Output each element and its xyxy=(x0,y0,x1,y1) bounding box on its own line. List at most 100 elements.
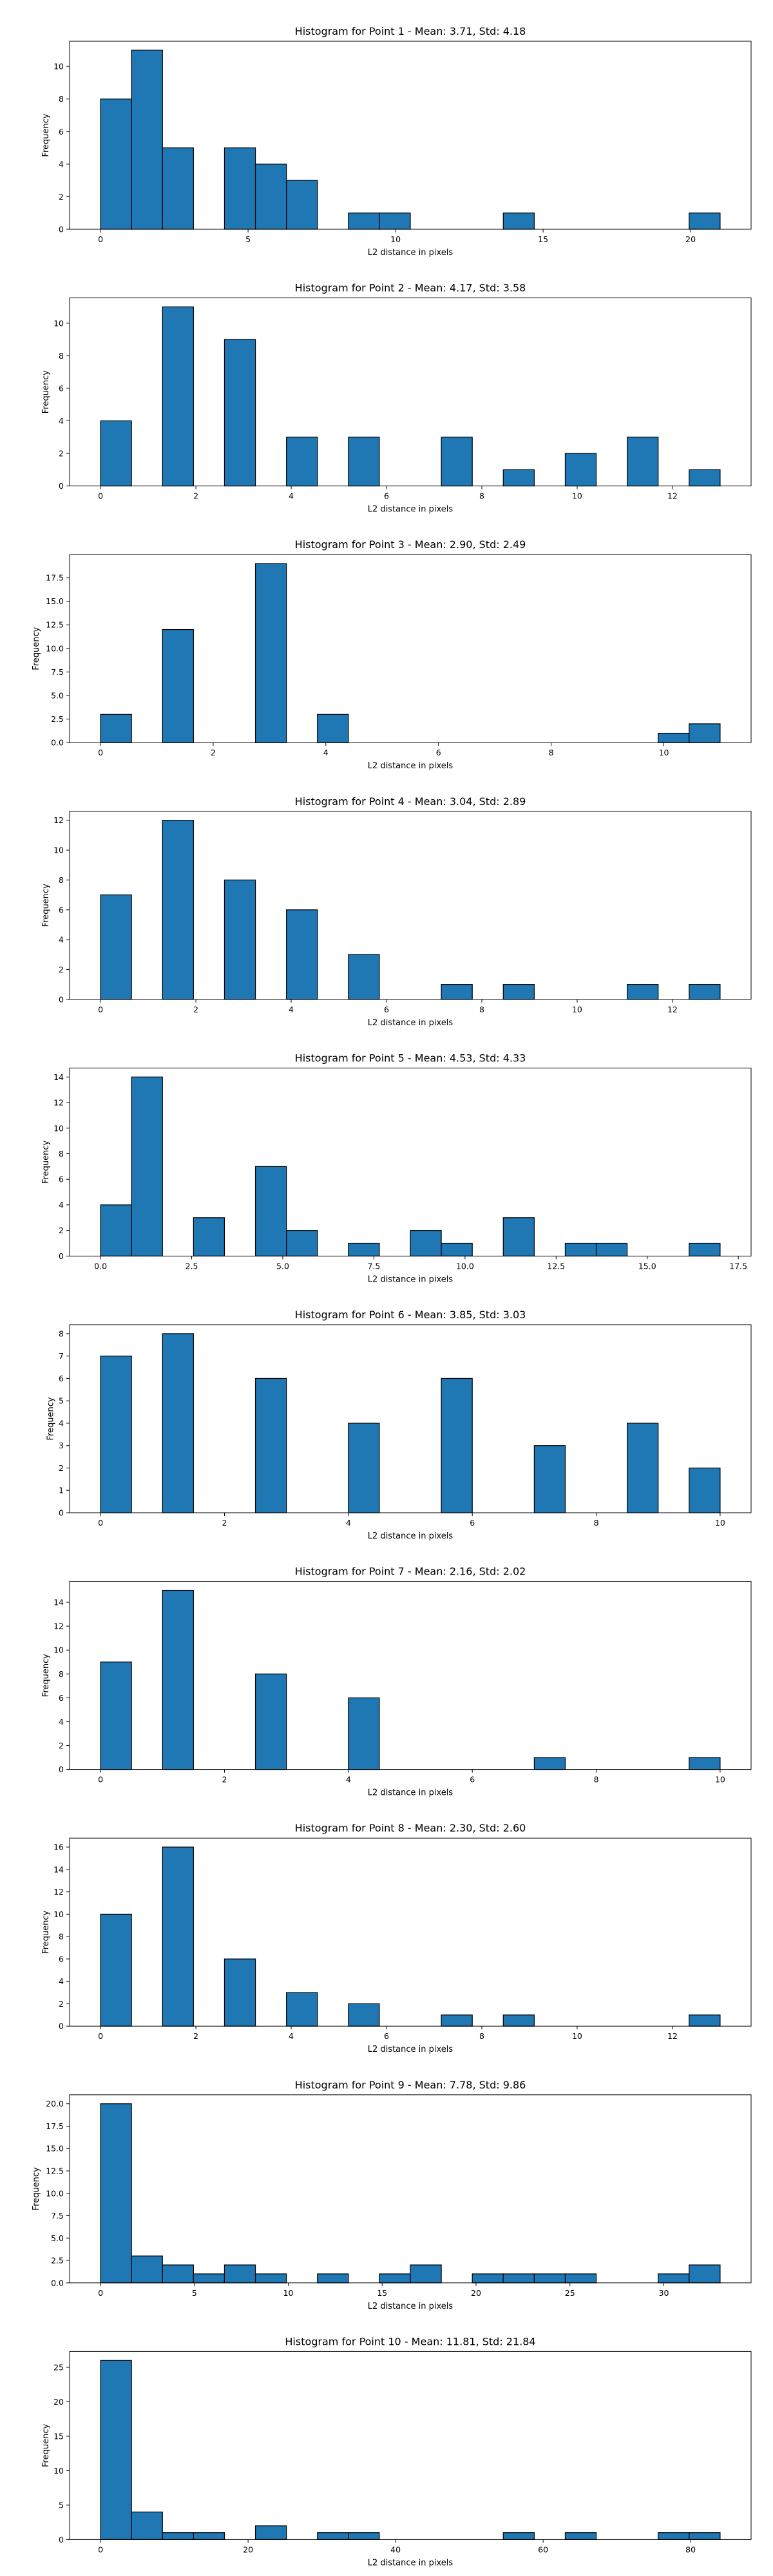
y-tick-label: 12.5 xyxy=(46,2166,64,2175)
histogram-bar xyxy=(689,2532,721,2541)
histogram-bar xyxy=(533,1445,566,1513)
x-axis-label: L2 distance in pixels xyxy=(368,1531,453,1541)
axes-frame xyxy=(69,1324,752,1513)
bars xyxy=(100,1076,721,1257)
y-tick-label: 1 xyxy=(59,1486,64,1495)
histogram-bar xyxy=(348,1423,380,1513)
histogram-bar xyxy=(533,1757,566,1770)
y-tick-label: 2 xyxy=(59,1226,64,1235)
histogram-bar xyxy=(564,453,597,487)
histogram-bar xyxy=(502,213,535,230)
x-tick-label: 0 xyxy=(98,2288,103,2298)
y-tick-label: 8 xyxy=(59,94,64,104)
chart-title: Histogram for Point 6 - Mean: 3.85, Std:… xyxy=(295,1309,526,1321)
y-tick-label: 0 xyxy=(59,2535,64,2544)
histogram-bar xyxy=(658,2532,690,2541)
x-tick-label: 2 xyxy=(193,2031,198,2041)
x-tick-label: 4 xyxy=(289,2031,294,2041)
histogram-bar xyxy=(193,1217,225,1256)
y-tick-label: 10.0 xyxy=(46,2188,64,2198)
histogram-bar xyxy=(689,723,721,743)
y-tick-label: 6 xyxy=(59,127,64,137)
y-tick-label: 10 xyxy=(53,1645,64,1655)
chart-title: Histogram for Point 10 - Mean: 11.81, St… xyxy=(285,2335,535,2347)
y-tick-label: 0.0 xyxy=(51,2278,64,2287)
y-tick-label: 0.0 xyxy=(51,738,64,748)
histogram-bar xyxy=(689,1757,721,1770)
histogram-bar xyxy=(348,954,380,1000)
histogram-bar xyxy=(689,1467,721,1513)
x-tick-label: 2 xyxy=(211,748,216,757)
y-tick-label: 7.5 xyxy=(51,667,64,677)
histogram-bar xyxy=(100,1356,132,1513)
histogram-bar xyxy=(162,1589,194,1770)
y-tick-label: 15.0 xyxy=(46,596,64,606)
histogram-bar xyxy=(100,2360,132,2540)
y-tick-label: 5.0 xyxy=(51,2233,64,2243)
y-tick-label: 12.5 xyxy=(46,620,64,630)
y-tick-label: 17.5 xyxy=(46,573,64,583)
x-tick-label: 8 xyxy=(479,1005,484,1014)
x-tick-label: 2.5 xyxy=(186,1261,198,1271)
y-tick-label: 6 xyxy=(59,1175,64,1184)
histogram-bar xyxy=(100,2103,132,2284)
x-tick-label: 0.0 xyxy=(94,1261,107,1271)
x-tick-label: 6 xyxy=(384,1005,389,1014)
y-tick-label: 10 xyxy=(53,846,64,855)
y-tick-label: 20 xyxy=(53,2397,64,2407)
histogram-bar xyxy=(564,1242,597,1256)
x-tick-label: 4 xyxy=(323,748,329,757)
x-tick-label: 2 xyxy=(222,1775,227,1785)
y-tick-label: 2 xyxy=(59,965,64,974)
histogram-bar xyxy=(502,984,535,1000)
x-tick-label: 0 xyxy=(98,2544,103,2554)
histogram-panel-6: Histogram for Point 6 - Mean: 3.85, Std:… xyxy=(46,1309,752,1541)
y-tick-label: 8 xyxy=(59,351,64,361)
histogram-bar xyxy=(100,894,132,1000)
histogram-bar xyxy=(502,2273,535,2284)
histogram-bar xyxy=(131,50,163,230)
x-tick-label: 12 xyxy=(667,1005,678,1014)
histogram-bar xyxy=(441,984,473,1000)
chart-title: Histogram for Point 4 - Mean: 3.04, Std:… xyxy=(295,795,526,808)
y-axis-label: Frequency xyxy=(46,1397,56,1440)
y-tick-label: 4 xyxy=(59,935,64,945)
histogram-bar xyxy=(379,2273,411,2284)
histogram-bar xyxy=(224,879,256,1000)
histogram-bar xyxy=(348,1697,380,1770)
histogram-panel-7: Histogram for Point 7 - Mean: 2.16, Std:… xyxy=(41,1566,752,1798)
x-tick-label: 60 xyxy=(538,2544,548,2554)
histogram-bar xyxy=(254,563,287,743)
y-tick-label: 4 xyxy=(59,1976,64,1986)
x-axis-label: L2 distance in pixels xyxy=(368,2302,453,2311)
y-axis-label: Frequency xyxy=(41,1654,51,1697)
histogram-bar xyxy=(286,1992,318,2027)
histogram-panel-9: Histogram for Point 9 - Mean: 7.78, Std:… xyxy=(32,2079,752,2311)
x-tick-label: 0 xyxy=(98,1775,103,1785)
x-tick-label: 15 xyxy=(538,234,548,244)
axes-frame xyxy=(69,2094,752,2284)
x-tick-label: 4 xyxy=(289,1005,294,1014)
histogram-bar xyxy=(131,1076,163,1257)
x-tick-label: 20 xyxy=(471,2288,481,2298)
x-tick-label: 4 xyxy=(289,491,294,501)
x-tick-label: 6 xyxy=(384,491,389,501)
y-tick-label: 2.5 xyxy=(51,2256,64,2266)
x-tick-label: 12.5 xyxy=(547,1261,565,1271)
x-tick-label: 15 xyxy=(377,2288,387,2298)
histogram-bar xyxy=(441,1378,473,1513)
x-tick-label: 6 xyxy=(436,748,441,757)
y-tick-label: 6 xyxy=(59,1954,64,1964)
histogram-bar xyxy=(348,1242,380,1256)
x-tick-label: 25 xyxy=(565,2288,575,2298)
y-axis-label: Frequency xyxy=(41,370,51,413)
y-tick-label: 14 xyxy=(53,1598,64,1607)
y-tick-label: 12 xyxy=(53,1887,64,1897)
axes-frame xyxy=(69,1837,752,2027)
y-tick-label: 0 xyxy=(59,1251,64,1261)
histogram-bar xyxy=(348,2003,380,2027)
x-tick-label: 10 xyxy=(572,1005,582,1014)
x-tick-label: 20 xyxy=(685,234,696,244)
y-tick-label: 4 xyxy=(59,159,64,169)
histogram-bar xyxy=(689,2014,721,2027)
